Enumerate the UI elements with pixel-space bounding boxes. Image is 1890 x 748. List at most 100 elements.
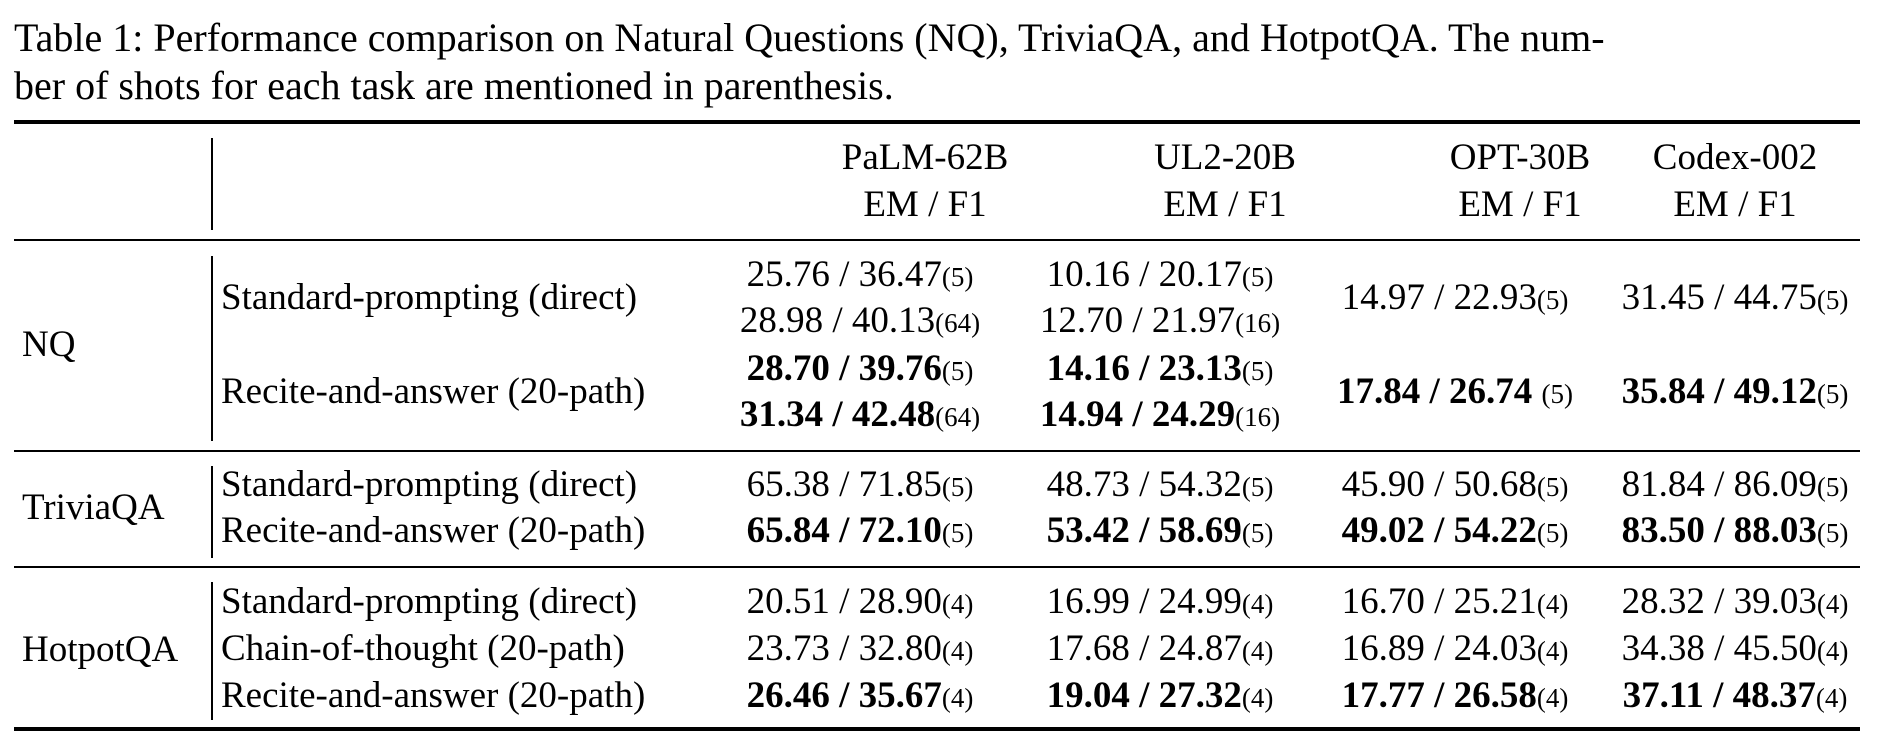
cell-value: 16.99 / 24.99 — [1046, 581, 1242, 622]
method-nq-standard: Standard-prompting (direct) — [221, 277, 638, 318]
nq-bottom-rule — [14, 450, 1860, 452]
table-cell: 16.89 / 24.03(4) — [1305, 625, 1605, 675]
cell-value: 25.76 / 36.47 — [746, 254, 942, 295]
table-cell: 14.94 / 24.29(16) — [1010, 391, 1310, 441]
cell-shots: (4) — [941, 589, 974, 619]
cell-shots: (4) — [1241, 589, 1274, 619]
table-cell: 16.99 / 24.99(4) — [1010, 578, 1310, 628]
cell-value: 31.34 / 42.48 — [739, 394, 936, 435]
table-cell: 17.77 / 26.58(4) — [1305, 672, 1605, 722]
bottom-rule — [14, 727, 1860, 731]
method-triviaqa-standard: Standard-prompting (direct) — [221, 464, 638, 505]
dataset-nq: NQ — [22, 324, 76, 365]
table-cell: 48.73 / 54.32(5) — [1010, 461, 1310, 511]
table-cell: 81.84 / 86.09(5) — [1585, 461, 1885, 511]
table-cell: 28.98 / 40.13(64) — [710, 297, 1010, 347]
cell-value: 14.16 / 23.13 — [1046, 348, 1242, 389]
table-cell: 17.84 / 26.74 (5) — [1305, 368, 1605, 418]
table-cell: 31.34 / 42.48(64) — [710, 391, 1010, 441]
header-metric-codex: EM / F1 — [1673, 184, 1797, 225]
cell-shots: (4) — [1816, 636, 1849, 666]
cell-shots: (5) — [1241, 356, 1274, 386]
cell-value: 53.42 / 58.69 — [1046, 510, 1242, 551]
cell-shots: (5) — [1536, 472, 1569, 502]
header-metric-opt: EM / F1 — [1458, 184, 1582, 225]
table-cell: 31.45 / 44.75(5) — [1585, 274, 1885, 324]
header-metric-ul2: EM / F1 — [1163, 184, 1287, 225]
cell-value: 12.70 / 21.97 — [1039, 300, 1236, 341]
table-cell: 17.68 / 24.87(4) — [1010, 625, 1310, 675]
triviaqa-divider — [211, 466, 213, 558]
cell-value: 23.73 / 32.80 — [746, 628, 942, 669]
cell-value: 28.32 / 39.03 — [1621, 581, 1817, 622]
table-cell: 20.51 / 28.90(4) — [710, 578, 1010, 628]
cell-shots: (5) — [1816, 518, 1849, 548]
cell-value: 17.68 / 24.87 — [1046, 628, 1242, 669]
table-cell: 83.50 / 88.03(5) — [1585, 507, 1885, 557]
cell-shots: (16) — [1235, 308, 1281, 338]
cell-shots: (16) — [1235, 402, 1281, 432]
cell-shots: (4) — [1815, 683, 1848, 713]
table-cell: 65.38 / 71.85(5) — [710, 461, 1010, 511]
caption-line-2: ber of shots for each task are mentioned… — [14, 63, 894, 108]
cell-value: 16.70 / 25.21 — [1341, 581, 1537, 622]
cell-shots: (4) — [941, 636, 974, 666]
cell-value: 17.77 / 26.58 — [1341, 675, 1537, 716]
cell-shots: (5) — [1241, 262, 1274, 292]
cell-shots: (64) — [935, 308, 981, 338]
cell-shots: (5) — [1536, 285, 1569, 315]
header-model-ul2: UL2-20B — [1154, 137, 1296, 178]
cell-value: 28.70 / 39.76 — [746, 348, 942, 389]
table-cell: 26.46 / 35.67(4) — [710, 672, 1010, 722]
table-cell: 65.84 / 72.10(5) — [710, 507, 1010, 557]
cell-shots: (5) — [941, 262, 974, 292]
cell-shots: (4) — [1536, 636, 1569, 666]
cell-value: 26.46 / 35.67 — [746, 675, 942, 716]
cell-shots: (5) — [1816, 379, 1849, 409]
cell-value: 10.16 / 20.17 — [1046, 254, 1242, 295]
method-nq-recite: Recite-and-answer (20-path) — [221, 371, 646, 412]
cell-value: 14.97 / 22.93 — [1341, 277, 1537, 318]
cell-value: 20.51 / 28.90 — [746, 581, 942, 622]
cell-shots: (4) — [1536, 589, 1569, 619]
cell-value: 65.38 / 71.85 — [746, 464, 942, 505]
cell-value: 35.84 / 49.12 — [1621, 371, 1817, 412]
cell-shots: (5) — [941, 472, 974, 502]
table-caption: Table 1: Performance comparison on Natur… — [14, 14, 1876, 110]
cell-shots: (5) — [1536, 518, 1569, 548]
cell-value: 16.89 / 24.03 — [1341, 628, 1537, 669]
cell-value: 14.94 / 24.29 — [1039, 394, 1236, 435]
table-cell: 10.16 / 20.17(5) — [1010, 251, 1310, 301]
nq-divider — [211, 256, 213, 441]
header-model-codex: Codex-002 — [1652, 137, 1818, 178]
cell-value: 65.84 / 72.10 — [746, 510, 942, 551]
method-hotpotqa-recite: Recite-and-answer (20-path) — [221, 675, 646, 716]
header-divider — [211, 138, 213, 230]
cell-shots: (4) — [941, 683, 974, 713]
cell-value: 48.73 / 54.32 — [1046, 464, 1242, 505]
table-cell: 12.70 / 21.97(16) — [1010, 297, 1310, 347]
table-cell: 49.02 / 54.22(5) — [1305, 507, 1605, 557]
cell-value: 34.38 / 45.50 — [1621, 628, 1817, 669]
table-cell: 34.38 / 45.50(4) — [1585, 625, 1885, 675]
cell-shots: (5) — [1816, 472, 1849, 502]
cell-shots: (5) — [941, 356, 974, 386]
cell-shots: (4) — [1536, 683, 1569, 713]
table-cell: 25.76 / 36.47(5) — [710, 251, 1010, 301]
triviaqa-bottom-rule — [14, 566, 1860, 568]
table-cell: 28.70 / 39.76(5) — [710, 345, 1010, 395]
cell-value: 45.90 / 50.68 — [1341, 464, 1537, 505]
cell-value: 37.11 / 48.37 — [1622, 675, 1816, 716]
cell-value: 28.98 / 40.13 — [739, 300, 936, 341]
method-hotpotqa-cot: Chain-of-thought (20-path) — [221, 628, 625, 669]
header-metric-palm: EM / F1 — [863, 184, 987, 225]
table-cell: 16.70 / 25.21(4) — [1305, 578, 1605, 628]
table-cell: 37.11 / 48.37(4) — [1585, 672, 1885, 722]
cell-shots: (4) — [1816, 589, 1849, 619]
dataset-triviaqa: TriviaQA — [22, 487, 165, 528]
table-cell: 14.16 / 23.13(5) — [1010, 345, 1310, 395]
cell-shots: (5) — [1541, 379, 1573, 409]
header-model-opt: OPT-30B — [1449, 137, 1591, 178]
table-cell: 14.97 / 22.93(5) — [1305, 274, 1605, 324]
